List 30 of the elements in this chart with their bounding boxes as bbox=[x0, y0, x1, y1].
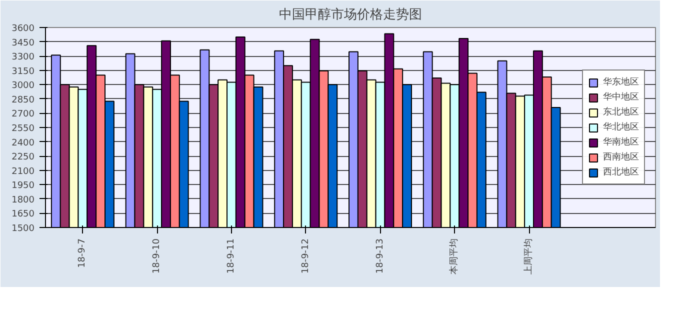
y-tick-label: 2100 bbox=[12, 166, 35, 177]
legend-label: 西北地区 bbox=[603, 166, 639, 178]
y-tick-label: 1800 bbox=[12, 195, 35, 206]
legend-label: 华北地区 bbox=[603, 121, 639, 134]
x-tick-label: 18-9-13 bbox=[375, 238, 386, 274]
x-tick-label: 上周平均 bbox=[523, 238, 534, 274]
legend-label: 华中地区 bbox=[603, 91, 639, 104]
y-tick-label: 2550 bbox=[12, 124, 35, 134]
y-tick-label: 1650 bbox=[12, 210, 35, 220]
y-tick-label: 3000 bbox=[12, 81, 35, 92]
x-tick-label: 18-9-11 bbox=[226, 238, 236, 274]
legend-label: 华南地区 bbox=[603, 136, 639, 148]
legend-label: 华东地区 bbox=[603, 76, 639, 88]
y-tick-label: 2400 bbox=[12, 138, 35, 148]
y-tick-label: 3150 bbox=[12, 66, 35, 77]
legend-label: 西南地区 bbox=[603, 151, 639, 164]
x-tick-label: 18-9-12 bbox=[300, 238, 311, 274]
chart-title: 中国甲醇市场价格走势图 bbox=[279, 8, 422, 22]
y-tick-label: 2700 bbox=[12, 110, 35, 120]
x-tick-label: 18-9-10 bbox=[152, 238, 162, 274]
y-tick-label: 2850 bbox=[12, 95, 35, 106]
y-tick-label: 3300 bbox=[12, 52, 35, 63]
y-tick-label: 3450 bbox=[12, 38, 35, 48]
y-tick-label: 3600 bbox=[12, 24, 35, 34]
x-tick-label: 18-9-7 bbox=[78, 238, 88, 268]
legend-label: 东北地区 bbox=[603, 106, 639, 118]
y-tick-label: 1500 bbox=[12, 224, 35, 234]
y-tick-label: 1950 bbox=[12, 181, 35, 192]
x-tick-label: 本周平均 bbox=[448, 238, 460, 274]
y-tick-label: 2250 bbox=[12, 152, 35, 163]
